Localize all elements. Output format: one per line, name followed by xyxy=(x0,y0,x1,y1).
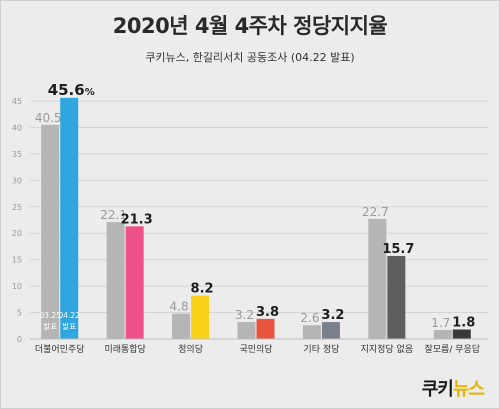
data-label-previous: 40.5 xyxy=(35,111,62,125)
bar-current xyxy=(125,226,144,339)
logo-part-news: 뉴스 xyxy=(452,379,485,400)
y-tick-label: 5 xyxy=(17,309,22,318)
data-label-previous: 1.7 xyxy=(431,316,450,330)
in-bar-label-note: 발표 xyxy=(62,322,76,331)
logo-part-kuki: 쿠키 xyxy=(421,379,454,400)
category-label: 정의당 xyxy=(178,344,203,355)
data-label-current: 3.2 xyxy=(321,308,344,323)
category-label: 더불어민주당 xyxy=(35,344,85,355)
data-label-previous: 4.8 xyxy=(170,300,189,314)
y-tick-label: 10 xyxy=(12,282,22,291)
y-tick-label: 0 xyxy=(17,335,22,344)
category-label: 국민의당 xyxy=(239,344,272,355)
data-label-current: 45.6% xyxy=(48,81,95,99)
in-bar-label-note: 발표 xyxy=(43,322,57,331)
bar-current xyxy=(191,295,210,339)
y-tick-label: 35 xyxy=(12,150,22,159)
bar-previous xyxy=(433,330,452,339)
kukinews-logo: 쿠키뉴스 xyxy=(421,375,485,401)
data-label-current: 15.7 xyxy=(382,242,414,257)
bar-previous xyxy=(172,313,191,339)
y-tick-label: 25 xyxy=(12,203,22,212)
bar-current xyxy=(321,322,340,339)
bar-current xyxy=(256,318,275,339)
y-tick-label: 45 xyxy=(12,97,22,106)
y-tick-label: 30 xyxy=(12,176,22,185)
data-label-current: 8.2 xyxy=(191,282,214,297)
chart-title: 2020년 4월 4주차 정당지지율 xyxy=(112,14,388,38)
bar-previous xyxy=(368,218,387,339)
data-label-current: 21.3 xyxy=(121,212,153,227)
y-tick-label: 40 xyxy=(12,123,22,132)
bar-current xyxy=(60,97,79,340)
category-label: 잘모름/ 무응답 xyxy=(424,343,480,355)
data-label-previous: 22.7 xyxy=(362,205,389,219)
data-label-current: 1.8 xyxy=(452,315,475,330)
y-tick-label: 20 xyxy=(12,229,22,238)
in-bar-label-date: 04.22 xyxy=(58,311,80,320)
bar-current xyxy=(387,255,406,339)
data-label-current: 3.8 xyxy=(256,305,279,320)
bar-current xyxy=(452,329,471,339)
bar-previous xyxy=(237,322,256,339)
in-bar-label-date: 03.25 xyxy=(39,311,61,320)
data-label-previous: 22.1 xyxy=(100,208,127,222)
bar-previous xyxy=(106,222,125,339)
data-label-previous: 3.2 xyxy=(235,308,254,322)
bar-previous xyxy=(41,124,60,339)
chart-subtitle: 쿠키뉴스, 한길리서치 공동조사 (04.22 발표) xyxy=(145,51,355,64)
bar-previous xyxy=(302,325,321,339)
category-label: 기타 정당 xyxy=(303,344,339,355)
category-label: 지지정당 없음 xyxy=(361,344,414,355)
category-label: 미래통합당 xyxy=(104,344,145,355)
y-tick-label: 15 xyxy=(12,256,22,265)
data-label-previous: 2.6 xyxy=(300,311,319,325)
